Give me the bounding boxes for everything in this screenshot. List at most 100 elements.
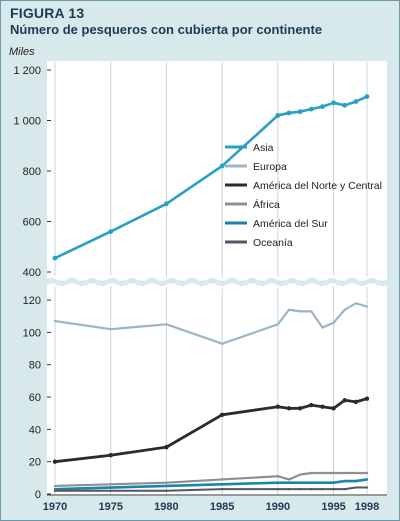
- y-tick-label-lower: 100: [23, 327, 41, 339]
- data-point-europa: [287, 308, 291, 311]
- y-tick-label-upper: 400: [23, 267, 41, 279]
- data-point-america-del-sur: [343, 479, 346, 483]
- x-tick-label: 1995: [321, 501, 345, 513]
- y-tick-label-upper: 1 200: [13, 65, 41, 77]
- x-tick-label: 1980: [154, 501, 178, 513]
- data-point-oceania: [298, 487, 302, 491]
- data-point-america-del-norte-y-central: [309, 402, 314, 408]
- data-point-africa: [343, 471, 346, 475]
- data-point-asia: [342, 102, 348, 108]
- data-point-america-del-norte-y-central: [331, 406, 336, 411]
- data-point-asia: [275, 113, 281, 118]
- data-point-oceania: [321, 487, 324, 491]
- data-point-america-del-norte-y-central: [353, 399, 359, 405]
- data-point-europa: [165, 323, 168, 326]
- data-point-america-del-norte-y-central: [108, 453, 113, 458]
- data-point-america-del-sur: [276, 481, 280, 484]
- data-point-africa: [354, 471, 358, 475]
- data-point-america-del-sur: [220, 483, 224, 486]
- y-tick-label-lower: 120: [23, 295, 41, 307]
- y-tick-label-lower: 20: [29, 457, 41, 469]
- data-point-america-del-norte-y-central: [364, 396, 370, 401]
- data-point-america-del-sur: [298, 481, 302, 484]
- data-point-europa: [321, 326, 324, 329]
- data-point-asia: [297, 109, 303, 115]
- data-point-oceania: [53, 489, 57, 492]
- data-point-oceania: [365, 486, 369, 489]
- data-point-oceania: [220, 487, 224, 491]
- data-point-asia: [164, 201, 169, 207]
- data-point-america-del-sur: [109, 486, 112, 489]
- axis-break-edge-bottom: [46, 283, 388, 289]
- legend-label-america-del-norte-y-central: América del Norte y Central: [253, 180, 382, 192]
- legend: Asia Europa América del Norte y Central Áfr…: [225, 142, 382, 249]
- data-point-america-del-sur: [287, 481, 291, 484]
- data-point-europa: [276, 323, 280, 326]
- data-point-europa: [298, 310, 302, 313]
- axis-break-edge-top: [46, 275, 388, 281]
- data-point-africa: [287, 478, 291, 481]
- data-point-africa: [109, 483, 112, 486]
- data-point-oceania: [310, 487, 313, 491]
- data-point-america-del-sur: [165, 484, 168, 488]
- y-tick-label-upper: 1 000: [13, 116, 41, 128]
- data-point-africa: [165, 481, 168, 484]
- data-point-oceania: [343, 487, 346, 491]
- data-point-america-del-norte-y-central: [286, 406, 292, 411]
- x-tick-label: 1990: [266, 501, 290, 513]
- data-point-america-del-sur: [365, 478, 369, 481]
- data-point-america-del-sur: [354, 479, 358, 483]
- figure-label: FIGURA 13: [10, 5, 85, 21]
- data-point-asia: [308, 106, 314, 112]
- x-tick-label: 1998: [355, 501, 379, 513]
- data-point-america-del-norte-y-central: [164, 444, 169, 450]
- data-point-africa: [321, 471, 324, 475]
- x-tick-label: 1985: [210, 501, 234, 513]
- axis-break-gap: [47, 278, 387, 286]
- data-point-europa: [365, 305, 369, 308]
- y-tick-label-lower: 0: [35, 489, 41, 501]
- figure-title: Número de pesqueros con cubierta por con…: [10, 22, 323, 37]
- data-point-asia: [353, 99, 359, 104]
- y-unit-label: Miles: [9, 46, 35, 58]
- data-point-africa: [298, 473, 302, 476]
- data-point-oceania: [287, 487, 291, 491]
- x-tick-label: 1970: [43, 501, 67, 513]
- data-point-africa: [332, 471, 335, 475]
- data-point-europa: [354, 302, 358, 305]
- legend-label-europa: Europa: [253, 161, 287, 173]
- data-point-america-del-sur: [310, 481, 313, 484]
- data-point-europa: [343, 308, 346, 311]
- axis-break: [46, 275, 388, 289]
- y-tick-label-lower: 60: [29, 392, 41, 404]
- data-point-america-del-sur: [321, 481, 324, 484]
- data-point-asia: [108, 229, 114, 235]
- legend-label-america-del-sur: América del Sur: [253, 218, 328, 230]
- data-point-america-del-norte-y-central: [219, 412, 225, 418]
- data-point-oceania: [109, 489, 112, 492]
- data-point-asia: [219, 163, 225, 169]
- legend-label-asia: Asia: [253, 142, 274, 154]
- x-tick-label: 1975: [98, 501, 122, 513]
- data-point-europa: [53, 319, 57, 323]
- data-point-africa: [365, 471, 369, 475]
- data-point-america-del-norte-y-central: [320, 404, 325, 409]
- y-tick-label-lower: 80: [29, 360, 41, 372]
- series-layer: [52, 94, 370, 492]
- data-point-europa: [332, 321, 335, 324]
- data-point-asia: [320, 104, 325, 110]
- data-point-europa: [220, 342, 224, 345]
- data-point-oceania: [276, 487, 280, 491]
- data-point-europa: [310, 310, 313, 313]
- data-point-america-del-norte-y-central: [52, 459, 58, 464]
- data-point-africa: [310, 471, 313, 475]
- data-point-asia: [331, 100, 336, 106]
- axis-layer: 400 600 800 1 000 1 200 0 20 40 60 80 100 120 1970 19…: [13, 65, 387, 513]
- data-point-africa: [220, 478, 224, 481]
- data-point-oceania: [332, 487, 335, 491]
- data-point-america-del-norte-y-central: [275, 404, 281, 409]
- data-point-asia: [286, 110, 292, 116]
- data-point-america-del-norte-y-central: [342, 398, 347, 403]
- data-point-asia: [364, 94, 370, 99]
